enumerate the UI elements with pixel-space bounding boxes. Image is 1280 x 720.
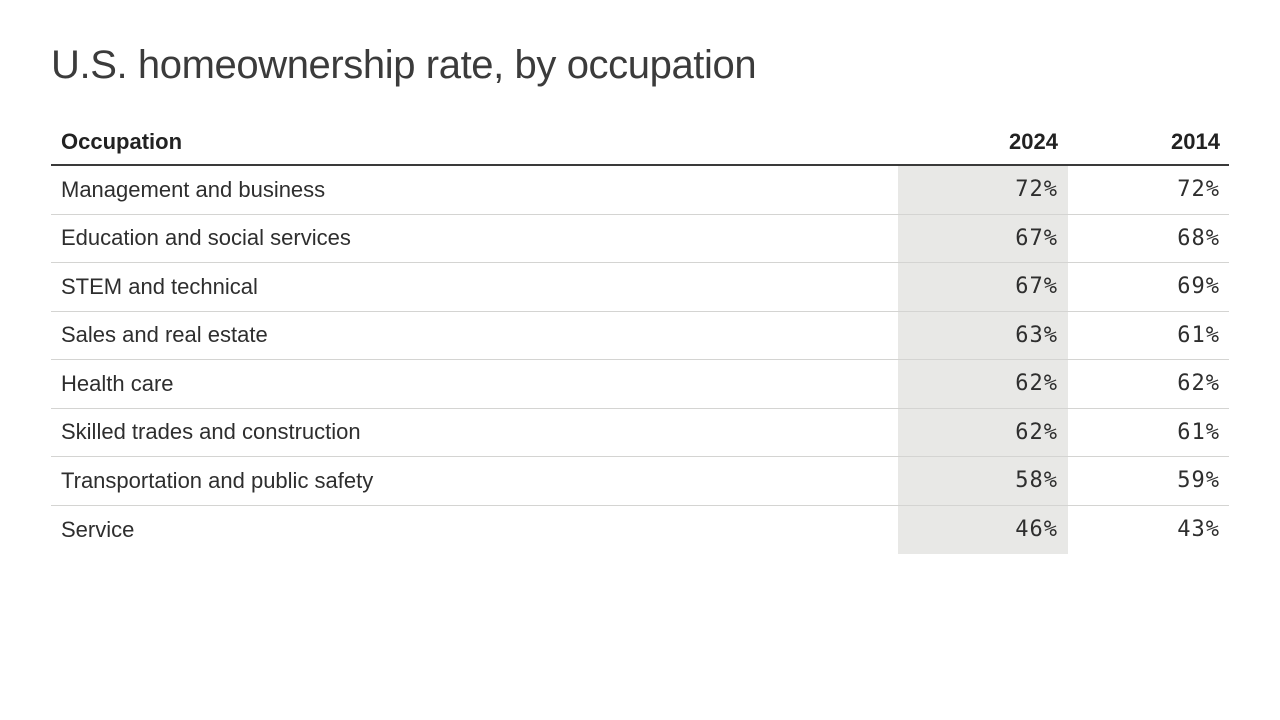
occupation-cell: Sales and real estate (61, 322, 268, 348)
occupation-cell: Transportation and public safety (61, 467, 374, 493)
value-2024: 67% (1015, 274, 1058, 300)
value-2024-cell: 63% (898, 311, 1068, 359)
value-2024: 72% (1015, 177, 1058, 203)
column-header-2014: 2014 (1171, 129, 1220, 154)
value-2014-cell: 59% (1068, 457, 1229, 505)
value-2014: 62% (1177, 371, 1220, 397)
value-2014: 61% (1177, 322, 1220, 348)
value-2014: 43% (1177, 517, 1220, 543)
chart-container: U.S. homeownership rate, by occupation O… (51, 43, 1229, 554)
occupation-cell: Education and social services (61, 225, 351, 251)
occupation-cell: Management and business (61, 176, 326, 202)
value-2024-cell: 72% (898, 166, 1068, 214)
table-row: Skilled trades and construction 62% 61% (51, 408, 1229, 457)
value-2014: 61% (1177, 419, 1220, 445)
table-header-row: Occupation 2024 2014 (51, 120, 1229, 166)
occupation-cell: STEM and technical (61, 273, 258, 299)
table-row: Service 46% 43% (51, 505, 1229, 555)
column-header-2024: 2024 (1009, 129, 1058, 154)
value-2024-cell: 62% (898, 408, 1068, 456)
value-2024: 62% (1015, 371, 1058, 397)
value-2014-cell: 68% (1068, 215, 1229, 263)
table-row: Education and social services 67% 68% (51, 214, 1229, 263)
value-2014: 68% (1177, 225, 1220, 251)
occupation-cell: Service (61, 516, 135, 542)
value-2024-cell: 46% (898, 505, 1068, 554)
value-2014-cell: 69% (1068, 263, 1229, 311)
value-2014-cell: 43% (1068, 506, 1229, 555)
homeownership-table: Occupation 2024 2014 Management and busi… (51, 120, 1229, 554)
table-row: Sales and real estate 63% 61% (51, 311, 1229, 360)
table-row: Health care 62% 62% (51, 360, 1229, 409)
table-row: Management and business 72% 72% (51, 166, 1229, 215)
value-2024: 46% (1015, 517, 1058, 543)
table-row: STEM and technical 67% 69% (51, 263, 1229, 312)
value-2024: 63% (1015, 322, 1058, 348)
value-2024: 58% (1015, 468, 1058, 494)
value-2014: 69% (1177, 274, 1220, 300)
value-2014: 72% (1177, 177, 1220, 203)
value-2014: 59% (1177, 468, 1220, 494)
value-2024-cell: 62% (898, 360, 1068, 408)
value-2014-cell: 62% (1068, 360, 1229, 408)
column-header-occupation: Occupation (61, 129, 183, 154)
value-2024: 62% (1015, 419, 1058, 445)
table-row: Transportation and public safety 58% 59% (51, 457, 1229, 506)
occupation-cell: Skilled trades and construction (61, 419, 361, 445)
value-2024-cell: 67% (898, 263, 1068, 311)
occupation-cell: Health care (61, 370, 174, 396)
value-2024-cell: 58% (898, 457, 1068, 505)
value-2014-cell: 61% (1068, 312, 1229, 360)
value-2024: 67% (1015, 225, 1058, 251)
value-2024-cell: 67% (898, 214, 1068, 262)
value-2014-cell: 72% (1068, 166, 1229, 214)
value-2014-cell: 61% (1068, 409, 1229, 457)
chart-title: U.S. homeownership rate, by occupation (51, 43, 757, 87)
